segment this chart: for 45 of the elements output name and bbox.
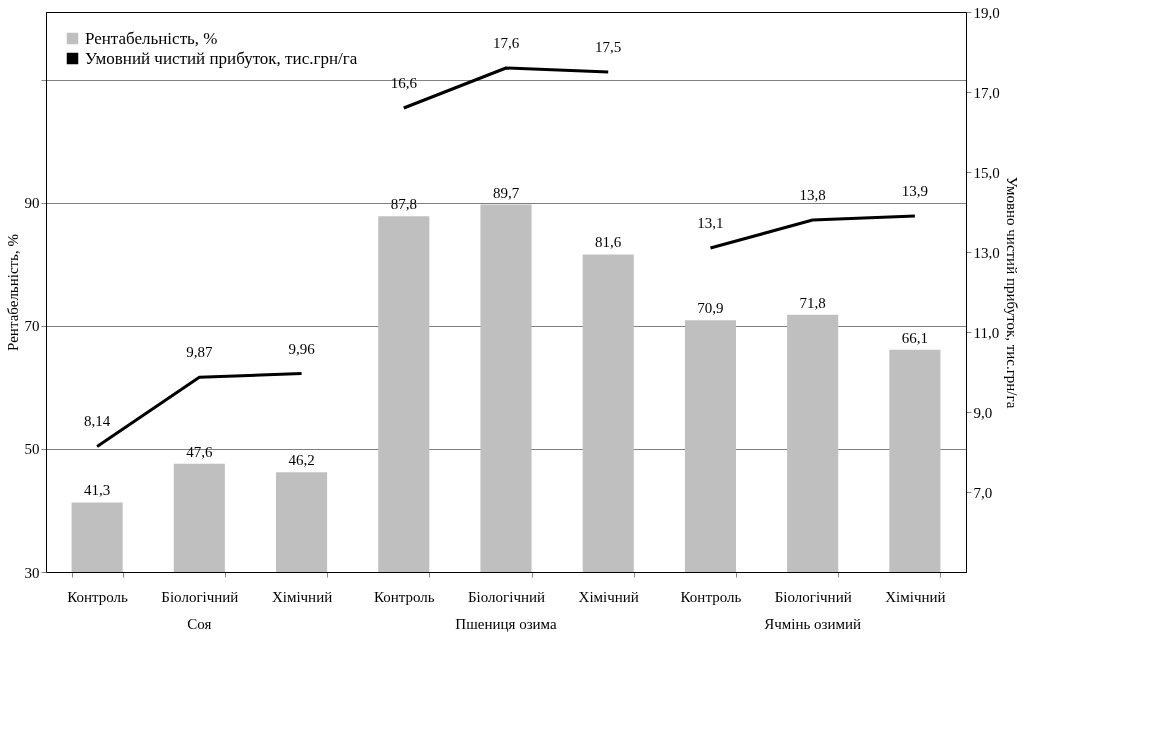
data-label: 46,2	[288, 452, 315, 469]
data-label: 41,3	[83, 482, 111, 499]
x-tick-label: Біологічний	[774, 588, 852, 605]
x-tick-label: Біологічний	[467, 588, 546, 605]
y2-tick-label: 17,0	[973, 84, 1000, 101]
text: Пшениця озима	[455, 616, 557, 632]
x-tick-label: Контроль	[373, 588, 435, 605]
x-tick-label: Хімічний	[578, 588, 639, 605]
data-label: 66,1	[901, 329, 929, 346]
y-tick-label: 90	[24, 195, 40, 212]
text: Соя	[187, 616, 212, 632]
legend-label: Рентабельність, %	[85, 28, 218, 48]
data-label: 81,6	[595, 234, 622, 251]
y2-tick-label: 19,0	[973, 4, 1000, 21]
data-label: 9,87	[186, 344, 213, 361]
text: Ячмінь озимий	[764, 616, 862, 632]
y-tick-label: 50	[24, 441, 40, 458]
data-label: 71,8	[799, 294, 826, 311]
y2-tick-label: 13,0	[973, 244, 1000, 261]
data-label: 89,7	[492, 184, 520, 201]
y-tick-label: 30	[24, 564, 40, 581]
x-tick-label: Контроль	[67, 588, 129, 605]
x-tick-label: Біологічний	[161, 588, 239, 605]
data-label: 17,6	[492, 35, 520, 51]
y2-tick-label: 7,0	[973, 484, 993, 501]
x-tick-label: Контроль	[680, 588, 742, 605]
data-label: 13,8	[799, 187, 826, 203]
data-label: 16,6	[390, 75, 418, 91]
data-label: 87,8	[390, 196, 417, 213]
data-label: 13,9	[901, 183, 929, 199]
data-label: 17,5	[595, 39, 622, 55]
data-label: 9,96	[288, 340, 316, 357]
x-tick-label: Хімічний	[271, 588, 333, 605]
data-label: 70,9	[697, 300, 724, 317]
data-label: 13,1	[697, 215, 724, 231]
y-axis-title: Рентабельність, %	[4, 234, 21, 351]
y-tick-label: 70	[24, 318, 40, 335]
y2-tick-label: 11,0	[973, 324, 1000, 341]
y2-axis-title: Умовно чистий прибуток, тис.грн/га	[1003, 176, 1020, 409]
y2-tick-label: 9,0	[973, 404, 993, 421]
x-tick-label: Хімічний	[885, 588, 946, 605]
y2-tick-label: 15,0	[973, 164, 1000, 181]
legend-label: Умовний чистий прибуток, тис.грн/га	[85, 48, 358, 68]
data-label: 47,6	[186, 443, 213, 460]
data-label: 8,14	[83, 413, 111, 430]
